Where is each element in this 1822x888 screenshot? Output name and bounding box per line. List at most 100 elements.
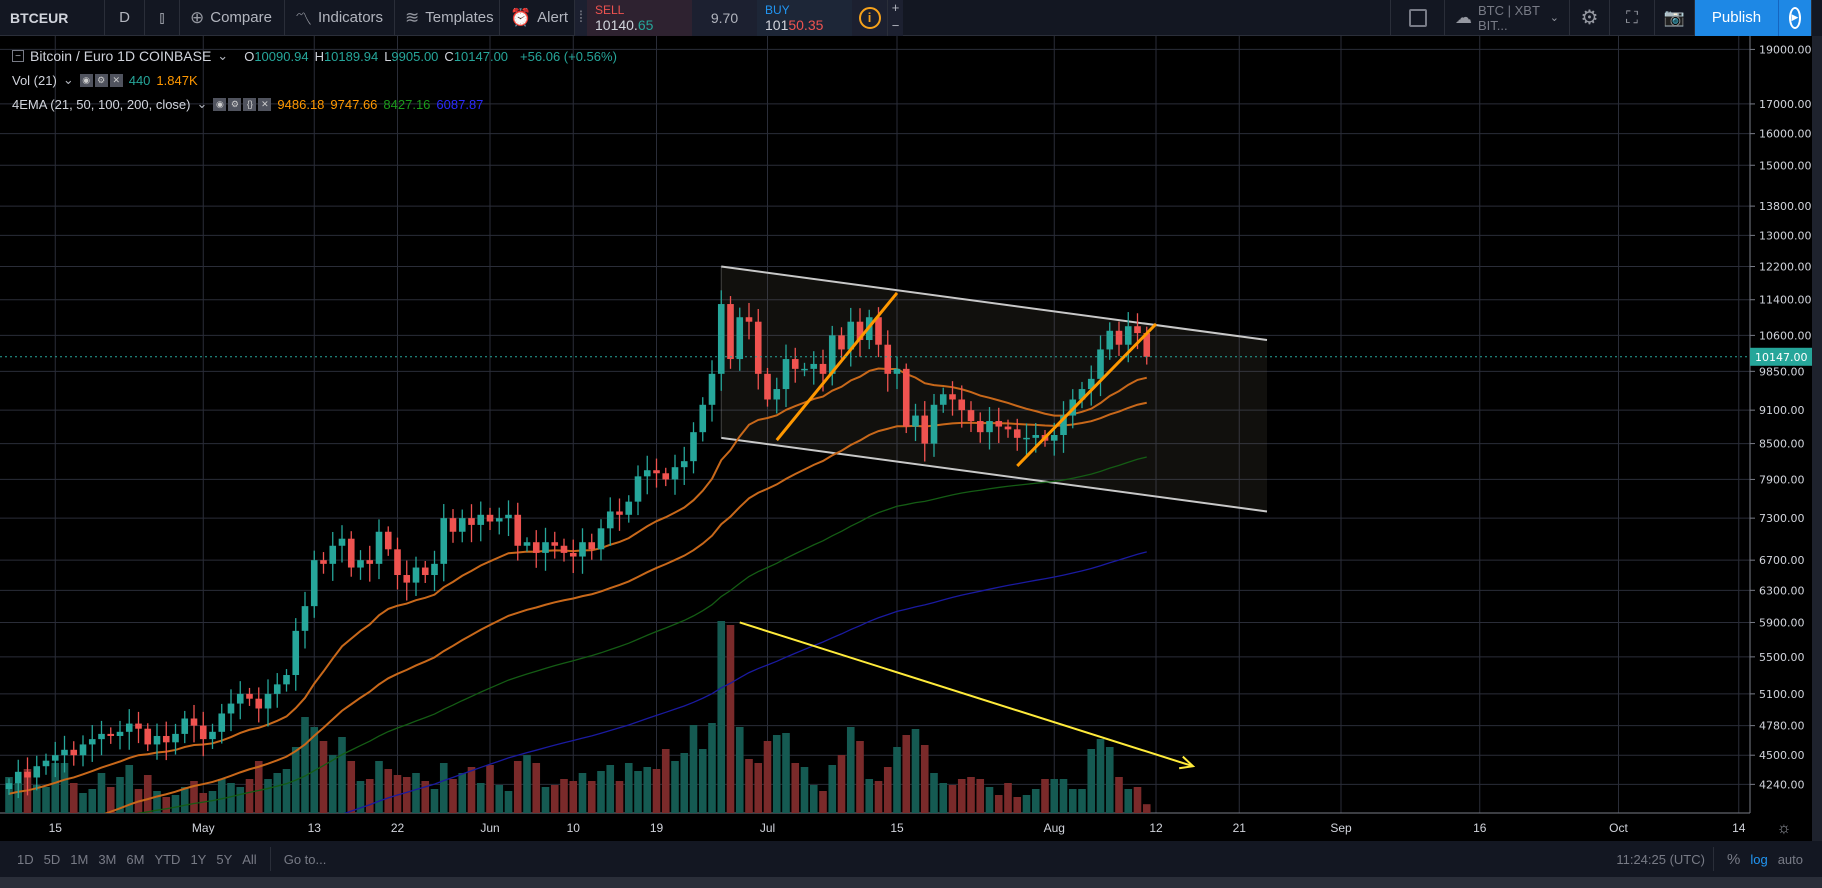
plus-circle-icon: ⊕ bbox=[190, 7, 205, 27]
volume-bar bbox=[180, 787, 189, 813]
range-3m[interactable]: 3M bbox=[98, 851, 117, 867]
indicators-label: Indicators bbox=[318, 9, 384, 26]
volume-bar bbox=[217, 779, 226, 813]
candle-body bbox=[61, 749, 68, 756]
drag-handle-icon[interactable]: ⁞ bbox=[578, 8, 584, 26]
candle-body bbox=[199, 725, 207, 740]
square-icon bbox=[1408, 8, 1427, 27]
volume-bar bbox=[1004, 783, 1012, 813]
volume-bar bbox=[976, 779, 985, 813]
volume-bar bbox=[32, 785, 41, 813]
volume-bar bbox=[88, 789, 97, 813]
buy-button[interactable]: BUY 10150.35 bbox=[757, 0, 852, 36]
candle-body bbox=[218, 713, 226, 732]
candle-body bbox=[209, 731, 216, 740]
zoom-out-button[interactable]: − bbox=[891, 17, 900, 33]
zoom-in-button[interactable]: + bbox=[891, 0, 900, 15]
ema-title[interactable]: 4EMA (21, 50, 100, 200, close) bbox=[12, 96, 191, 112]
clock[interactable]: 11:24:25 (UTC) bbox=[1616, 851, 1705, 867]
volume-bar bbox=[106, 787, 115, 813]
volume-bar bbox=[282, 769, 291, 813]
candle-body bbox=[976, 421, 984, 433]
volume-bar bbox=[624, 763, 633, 813]
indicators-icon: 〽 bbox=[295, 10, 312, 29]
volume-bar bbox=[837, 755, 846, 813]
collapse-legend-button[interactable]: − bbox=[12, 50, 24, 62]
range-5y[interactable]: 5Y bbox=[216, 851, 233, 867]
candle-body bbox=[1004, 426, 1012, 430]
time-tick-label: 10 bbox=[567, 821, 581, 835]
chevron-down-icon: ⌄ bbox=[1549, 12, 1559, 24]
volume-bar bbox=[541, 787, 550, 813]
chevron-down-icon: ⌄ bbox=[196, 96, 208, 111]
candle-body bbox=[347, 538, 355, 568]
price-tick-label: 16000.00 bbox=[1759, 128, 1812, 141]
indicators-button[interactable]: 〽 Indicators bbox=[285, 0, 395, 36]
eye-icon[interactable]: ◉ bbox=[79, 73, 93, 87]
range-all[interactable]: All bbox=[242, 851, 257, 867]
low-label: L bbox=[384, 48, 392, 64]
close-icon[interactable]: ✕ bbox=[258, 97, 272, 111]
goto-button[interactable]: Go to... bbox=[283, 851, 327, 867]
alarm-clock-icon: ⏰ bbox=[510, 7, 532, 27]
volume-bar bbox=[513, 761, 522, 813]
volume-title[interactable]: Vol (21) bbox=[12, 72, 57, 88]
volume-bar bbox=[51, 763, 60, 813]
gear-icon[interactable]: ⚙ bbox=[94, 73, 108, 87]
layout-button[interactable] bbox=[1390, 0, 1445, 36]
volume-bar bbox=[1105, 747, 1114, 813]
compare-button[interactable]: ⊕ Compare bbox=[180, 0, 285, 36]
close-label: C bbox=[444, 48, 454, 64]
alert-button[interactable]: ⏰ Alert bbox=[500, 0, 575, 36]
candle-body bbox=[773, 389, 781, 400]
interval-button[interactable]: D bbox=[105, 0, 145, 36]
price-chart[interactable]: 19000.00 17000.00 16000.00 15000.00 13800.00… bbox=[0, 36, 1822, 841]
watchlist-dropdown[interactable]: ☁ BTC | XBT BIT... ⌄ bbox=[1445, 0, 1570, 36]
volume-bar bbox=[384, 769, 393, 813]
volume-bar bbox=[1115, 777, 1123, 813]
publish-button[interactable]: Publish bbox=[1695, 0, 1778, 36]
symbol-search-button[interactable]: BTCEUR bbox=[0, 0, 105, 36]
buy-label: BUY bbox=[765, 2, 790, 17]
volume-bar bbox=[587, 781, 596, 813]
volume-bar bbox=[190, 781, 198, 813]
fullscreen-button[interactable]: ⛶ bbox=[1610, 0, 1655, 36]
range-1d[interactable]: 1D bbox=[17, 851, 34, 867]
volume-bar bbox=[560, 779, 568, 813]
templates-button[interactable]: ≋ Templates bbox=[395, 0, 500, 36]
range-5d[interactable]: 5D bbox=[43, 851, 61, 867]
volume-bar bbox=[116, 777, 124, 813]
watchlist-label: BTC | XBT BIT... bbox=[1478, 2, 1540, 33]
current-price-badge bbox=[1750, 347, 1812, 366]
date-range-buttons: 1D 5D 1M 3M 6M YTD 1Y 5Y All bbox=[0, 852, 262, 867]
snapshot-button[interactable]: 📷 bbox=[1655, 0, 1695, 36]
ema-legend: 4EMA (21, 50, 100, 200, close) ⌄ ◉ ⚙{} ✕ 94… bbox=[12, 92, 617, 116]
price-tick-label: 10600.00 bbox=[1759, 329, 1812, 342]
auto-scale-toggle[interactable]: auto bbox=[1777, 851, 1803, 867]
candle-body bbox=[995, 421, 1003, 427]
percent-scale-toggle[interactable]: % bbox=[1726, 850, 1741, 868]
chart-type-button[interactable]: ⫾ bbox=[145, 0, 180, 36]
candle-body bbox=[24, 771, 31, 778]
close-icon[interactable]: ✕ bbox=[109, 73, 123, 87]
volume-bar bbox=[273, 773, 282, 813]
range-ytd[interactable]: YTD bbox=[154, 851, 181, 867]
candle-body bbox=[440, 518, 448, 564]
replay-button[interactable]: ▶ bbox=[1778, 0, 1812, 36]
symbol-title[interactable]: Bitcoin / Euro 1D COINBASE bbox=[30, 48, 212, 64]
settings-button[interactable]: ⚙ bbox=[1570, 0, 1610, 36]
volume-ma-value: 1.847K bbox=[156, 72, 198, 88]
source-code-icon[interactable]: {} bbox=[243, 97, 257, 111]
range-1y[interactable]: 1Y bbox=[190, 851, 207, 867]
range-6m[interactable]: 6M bbox=[126, 851, 145, 867]
candle-body bbox=[680, 461, 688, 468]
log-scale-toggle[interactable]: log bbox=[1750, 851, 1768, 867]
info-button[interactable]: i bbox=[852, 0, 887, 36]
gear-icon: ⚙ bbox=[1580, 7, 1599, 29]
sell-button[interactable]: SELL 10140.65 bbox=[587, 0, 692, 36]
gear-icon[interactable]: ⚙ bbox=[228, 97, 242, 111]
eye-icon[interactable]: ◉ bbox=[213, 97, 227, 111]
price-tick-label: 8500.00 bbox=[1759, 438, 1805, 451]
candle-body bbox=[162, 735, 170, 743]
range-1m[interactable]: 1M bbox=[70, 851, 89, 867]
